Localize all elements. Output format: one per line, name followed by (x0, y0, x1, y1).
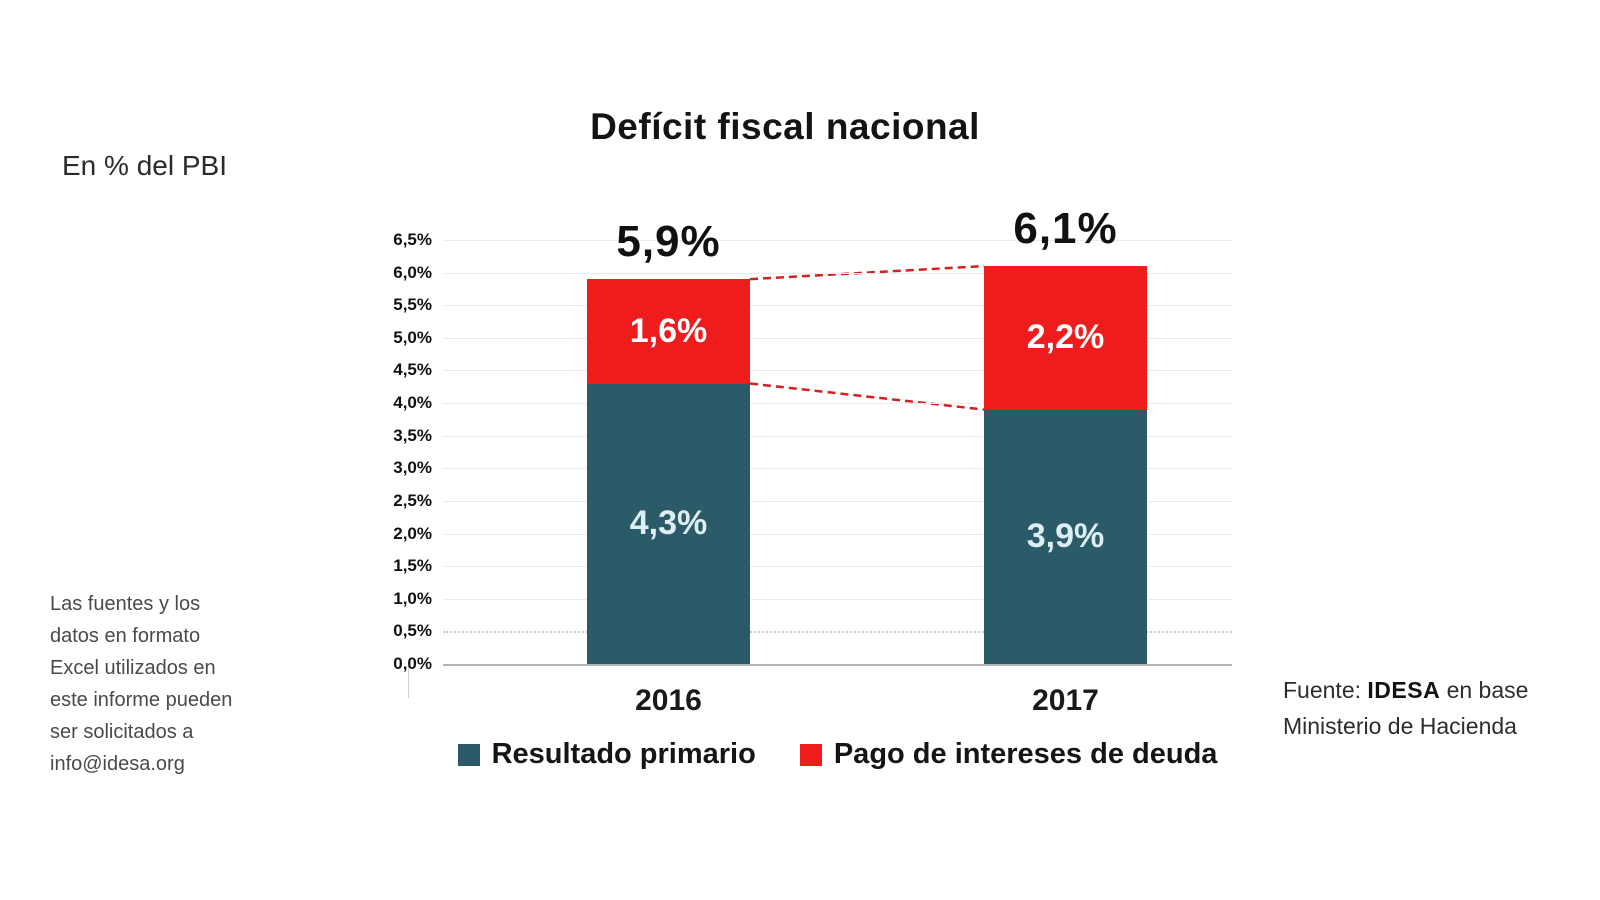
gridline-1,0% (443, 598, 1232, 600)
y-tick-label: 2,0% (393, 523, 432, 543)
legend-item-0: Resultado primario (457, 738, 756, 771)
y-tick-label: 3,0% (393, 458, 432, 478)
segment-value-label: 3,9% (1026, 517, 1105, 556)
gridline-5,0% (443, 337, 1232, 339)
bar-segment-primary-2017: 3,9% (984, 409, 1147, 664)
side-note: Las fuentes y los datos en formato Excel… (50, 593, 233, 775)
y-tick-label: 1,0% (393, 588, 432, 608)
gridline-6,0% (443, 272, 1232, 274)
chart-title: Defícit fiscal nacional (590, 106, 980, 147)
source-prefix: Fuente: (1283, 677, 1368, 703)
gridline-0,5% (443, 631, 1232, 634)
y-tick-label: 0,5% (393, 621, 432, 641)
y-axis-stub (408, 664, 409, 698)
bar-segment-primary-2016: 4,3% (587, 383, 750, 664)
total-label-2016: 5,9% (616, 217, 721, 267)
y-tick-label: 4,5% (393, 360, 432, 380)
legend-swatch-icon (799, 743, 822, 766)
legend-label: Resultado primario (491, 738, 756, 770)
gridline-1,5% (443, 566, 1232, 568)
segment-value-label: 1,6% (629, 311, 708, 350)
y-tick-label: 2,5% (393, 490, 432, 510)
bar-segment-interest-2017: 2,2% (984, 266, 1147, 410)
gridline-2,0% (443, 533, 1232, 535)
y-tick-label: 3,5% (393, 425, 432, 445)
source-org: IDESA (1367, 677, 1441, 703)
source-note: Fuente: IDESA en base Ministerio de Haci… (1283, 672, 1535, 744)
y-tick-label: 1,5% (393, 556, 432, 576)
gridline-4,0% (443, 403, 1232, 405)
plot-area: 0,0% 0,5% 1,0% 1,5% 2,0% 2,5% 3,0% 3,5% 4,0% 4,5%… (393, 204, 1235, 717)
segment-value-label: 2,2% (1026, 318, 1105, 357)
legend-item-1: Pago de intereses de deuda (799, 738, 1218, 771)
y-tick-label: 5,5% (393, 295, 432, 315)
unit-label: En % del PBI (62, 150, 227, 181)
segment-value-label: 4,3% (629, 504, 708, 543)
y-tick-label: 6,0% (393, 262, 432, 282)
y-tick-label: 0,0% (393, 654, 432, 673)
source-suffix: en base Ministerio de Hacienda (1283, 677, 1529, 739)
y-tick-label: 5,0% (393, 327, 432, 347)
gridline-4,5% (443, 370, 1232, 372)
x-axis-label-2016: 2016 (635, 684, 702, 717)
x-axis-label-2017: 2017 (1032, 684, 1099, 717)
gridline-0,0% (443, 664, 1232, 666)
total-label-2017: 6,1% (1013, 204, 1118, 254)
legend-label: Pago de intereses de deuda (833, 738, 1218, 770)
y-tick-label: 6,5% (393, 230, 432, 249)
connector-primary-line (749, 382, 985, 411)
gridline-5,5% (443, 305, 1232, 307)
legend-swatch-icon (457, 743, 480, 766)
gridline-6,5% (443, 240, 1232, 241)
gridline-2,5% (443, 500, 1232, 502)
y-tick-label: 4,0% (393, 393, 432, 413)
gridline-3,5% (443, 435, 1232, 437)
bar-segment-interest-2016: 1,6% (587, 279, 750, 384)
gridline-3,0% (443, 468, 1232, 470)
legend: Resultado primario Pago de intereses de d… (440, 738, 1235, 771)
